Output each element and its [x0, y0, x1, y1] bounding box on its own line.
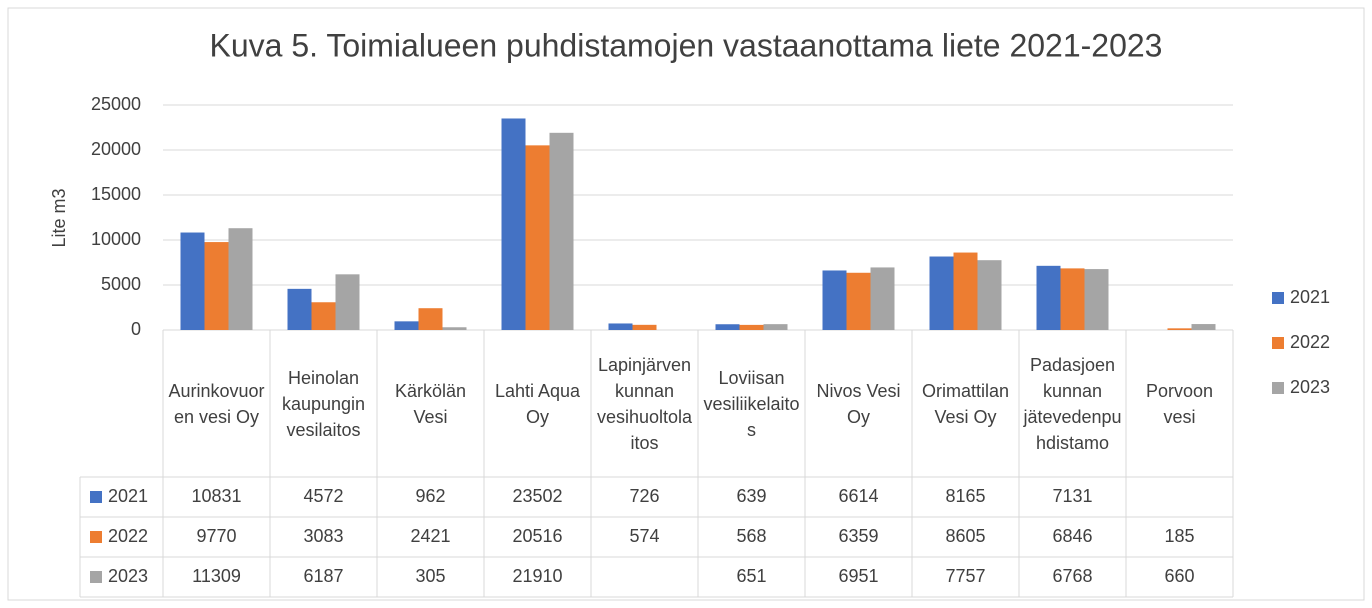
table-value: 7131	[1052, 486, 1092, 506]
y-tick-label: 20000	[91, 139, 141, 159]
table-value: 6768	[1052, 566, 1092, 586]
table-value: 6951	[838, 566, 878, 586]
bar	[1060, 268, 1085, 330]
category-cell: Kärkölän Vesi	[394, 380, 467, 427]
table-value: 639	[736, 486, 766, 506]
bar	[525, 145, 550, 330]
table-value: 8165	[945, 486, 985, 506]
table-value: 962	[415, 486, 445, 506]
x-tick-label: Kärkölän Vesi	[394, 380, 467, 427]
table-value: 10831	[191, 486, 241, 506]
legend-swatch	[1272, 382, 1284, 394]
bar	[1036, 265, 1061, 330]
table-value: 11309	[192, 566, 241, 586]
table-value: 6187	[303, 566, 343, 586]
legend-swatch	[90, 531, 102, 543]
table-value: 6359	[838, 526, 878, 546]
table-value: 660	[1164, 566, 1194, 586]
bar	[608, 323, 633, 330]
chart-title: Kuva 5. Toimialueen puhdistamojen vastaa…	[210, 27, 1163, 63]
legend-swatch	[1272, 337, 1284, 349]
x-tick-label: Orimattilan Vesi Oy	[921, 380, 1010, 427]
table-row-label: 2023	[108, 566, 148, 586]
bar	[442, 327, 467, 330]
table-value: 6614	[838, 486, 878, 506]
bar	[287, 288, 312, 330]
bar	[977, 260, 1002, 330]
category-cell: Nivos Vesi Oy	[816, 380, 901, 427]
category-cell: Lapinjärven kunnan vesihuoltolaitos	[596, 354, 693, 453]
bar	[1084, 269, 1109, 330]
category-cell: Lahti Aqua Oy	[494, 380, 581, 427]
x-tick-label: Aurinkovuoren vesi Oy	[168, 380, 265, 427]
bar	[846, 272, 871, 330]
table-row-label: 2022	[108, 526, 148, 546]
table-row-label: 2021	[108, 486, 148, 506]
bar	[822, 270, 847, 330]
bar	[180, 232, 205, 330]
bar	[549, 132, 574, 330]
table-value: 574	[629, 526, 659, 546]
table-value: 21910	[512, 566, 562, 586]
bar	[739, 324, 764, 330]
category-cell: Heinolan kaupungin vesilaitos	[281, 367, 366, 440]
bar	[1191, 324, 1216, 330]
category-cell: Padasjoen kunnan jätevedenpuhdistamo	[1023, 354, 1122, 453]
x-tick-label: Porvoon vesi	[1145, 380, 1214, 427]
table-value: 20516	[512, 526, 562, 546]
y-tick-label: 25000	[91, 94, 141, 114]
legend-swatch	[1272, 292, 1284, 304]
bar	[228, 228, 253, 330]
table-value: 2421	[410, 526, 450, 546]
bar	[632, 324, 657, 330]
y-tick-label: 10000	[91, 229, 141, 249]
bar	[418, 308, 443, 330]
x-tick-label: Nivos Vesi Oy	[816, 380, 901, 427]
bar	[204, 242, 229, 330]
bar	[394, 321, 419, 330]
y-tick-label: 0	[131, 319, 141, 339]
bar	[1167, 328, 1192, 330]
x-tick-label: Loviisan vesiliikelaitos	[703, 367, 800, 440]
bar	[763, 324, 788, 330]
category-cell: Porvoon vesi	[1145, 380, 1214, 427]
legend-label: 2023	[1290, 377, 1330, 397]
category-cell: Aurinkovuoren vesi Oy	[168, 380, 265, 427]
bar	[335, 274, 360, 330]
table-value: 185	[1164, 526, 1194, 546]
table-value: 305	[415, 566, 445, 586]
x-tick-label: Lahti Aqua Oy	[494, 380, 581, 427]
bar	[501, 118, 526, 331]
table-value: 6846	[1052, 526, 1092, 546]
table-value: 3083	[303, 526, 343, 546]
bar	[311, 302, 336, 330]
legend-swatch	[90, 571, 102, 583]
y-axis-title: Lite m3	[49, 188, 69, 247]
bar	[953, 252, 978, 330]
legend-swatch	[90, 491, 102, 503]
y-tick-label: 15000	[91, 184, 141, 204]
table-value: 726	[629, 486, 659, 506]
table-value: 8605	[945, 526, 985, 546]
bar	[929, 256, 954, 330]
legend-label: 2022	[1290, 332, 1330, 352]
x-tick-label: Lapinjärven kunnan vesihuoltolaitos	[596, 354, 693, 453]
table-value: 4572	[303, 486, 343, 506]
table-value: 9770	[196, 526, 236, 546]
category-cell: Loviisan vesiliikelaitos	[703, 367, 800, 440]
y-tick-label: 5000	[101, 274, 141, 294]
table-value: 7757	[945, 566, 985, 586]
bar	[715, 324, 740, 330]
table-value: 23502	[512, 486, 562, 506]
bar	[870, 267, 895, 330]
x-tick-label: Padasjoen kunnan jätevedenpuhdistamo	[1023, 354, 1122, 453]
legend-label: 2021	[1290, 287, 1330, 307]
category-cell: Orimattilan Vesi Oy	[921, 380, 1010, 427]
x-tick-label: Heinolan kaupungin vesilaitos	[281, 367, 366, 440]
table-value: 651	[736, 566, 766, 586]
table-value: 568	[736, 526, 766, 546]
